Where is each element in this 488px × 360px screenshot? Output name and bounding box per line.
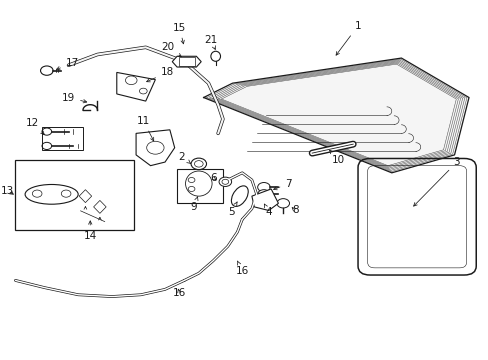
Text: 5: 5	[227, 202, 237, 217]
Polygon shape	[203, 58, 468, 173]
Circle shape	[42, 128, 52, 135]
Bar	[16, 160, 133, 230]
Text: 16: 16	[173, 288, 186, 298]
Polygon shape	[136, 130, 174, 166]
Circle shape	[61, 190, 71, 197]
Text: 1: 1	[335, 21, 361, 55]
Circle shape	[257, 183, 270, 192]
Circle shape	[188, 186, 195, 192]
Circle shape	[191, 158, 206, 170]
Text: 17: 17	[57, 58, 79, 70]
Text: 14: 14	[83, 221, 97, 240]
Polygon shape	[93, 201, 106, 213]
Text: 20: 20	[161, 42, 181, 57]
Text: 13: 13	[1, 186, 14, 196]
Text: 11: 11	[137, 116, 153, 141]
Text: 4: 4	[264, 204, 271, 217]
Text: 6: 6	[209, 173, 216, 183]
Ellipse shape	[25, 184, 78, 204]
Text: 10: 10	[329, 150, 345, 165]
Text: 2: 2	[178, 152, 190, 163]
Circle shape	[257, 190, 270, 199]
Text: 19: 19	[62, 93, 86, 103]
Circle shape	[32, 190, 42, 197]
Circle shape	[276, 199, 289, 208]
Text: 12: 12	[26, 118, 44, 134]
Bar	[177, 169, 223, 203]
Circle shape	[42, 142, 52, 149]
Ellipse shape	[210, 51, 220, 61]
Circle shape	[194, 161, 203, 167]
Text: 16: 16	[235, 261, 248, 276]
Text: 18: 18	[146, 67, 174, 82]
Polygon shape	[251, 189, 278, 211]
Text: 7: 7	[273, 179, 291, 190]
Circle shape	[188, 177, 195, 183]
Text: 15: 15	[173, 23, 186, 44]
Circle shape	[222, 179, 228, 184]
Text: 9: 9	[190, 197, 198, 212]
Ellipse shape	[185, 171, 212, 196]
Text: 3: 3	[413, 157, 459, 206]
Text: 8: 8	[291, 206, 298, 216]
Bar	[42, 127, 83, 149]
Bar	[178, 57, 195, 66]
Polygon shape	[117, 72, 155, 101]
Polygon shape	[79, 190, 92, 203]
Circle shape	[125, 76, 137, 85]
Circle shape	[146, 141, 164, 154]
Text: 21: 21	[204, 35, 217, 49]
Circle shape	[41, 66, 53, 75]
Circle shape	[139, 88, 147, 94]
Circle shape	[219, 177, 231, 186]
Ellipse shape	[231, 186, 248, 206]
Polygon shape	[172, 56, 201, 67]
